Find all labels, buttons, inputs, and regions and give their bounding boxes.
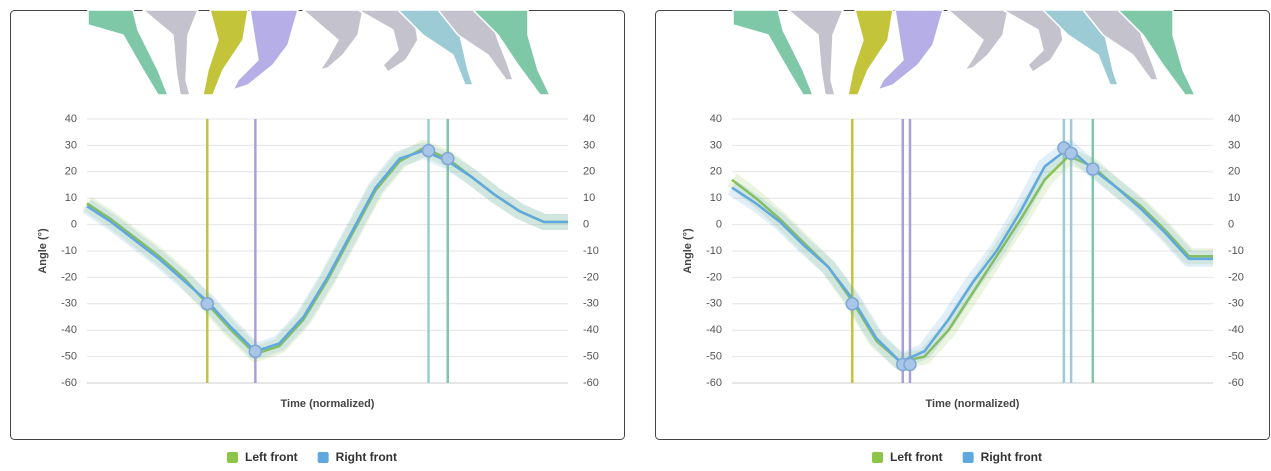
y-tick-label: -60: [706, 377, 722, 389]
y2-tick-label: 30: [1228, 139, 1240, 151]
y-tick-label: 10: [710, 192, 722, 204]
event-marker: [442, 153, 454, 165]
y2-tick-label: 10: [1228, 192, 1240, 204]
event-marker: [1065, 147, 1077, 159]
y-tick-label: -10: [706, 245, 722, 257]
y2-tick-label: -50: [583, 351, 599, 363]
legend-label: Right front: [336, 450, 397, 464]
legend-item[interactable]: Right front: [963, 450, 1042, 464]
y-tick-label: -60: [61, 377, 77, 389]
y2-tick-label: -30: [583, 298, 599, 310]
legend-item[interactable]: Left front: [872, 450, 943, 464]
y2-tick-label: 20: [583, 166, 595, 178]
x-axis-title: Time (normalized): [281, 398, 375, 410]
y2-tick-label: -10: [583, 245, 599, 257]
event-marker: [1087, 163, 1099, 175]
y2-tick-label: 40: [1228, 113, 1240, 125]
y-tick-label: 0: [71, 219, 77, 231]
y2-tick-label: -50: [1228, 351, 1244, 363]
y-axis-title: Angle (°): [682, 228, 694, 274]
legend-swatch: [227, 452, 238, 463]
event-marker: [904, 359, 916, 371]
y2-tick-label: -40: [583, 324, 599, 336]
event-marker: [249, 345, 261, 357]
legend-swatch: [963, 452, 974, 463]
legend-item[interactable]: Right front: [318, 450, 397, 464]
y-tick-label: 20: [710, 166, 722, 178]
dashboard: -60 -50 -40 -30 -20 -10 0 10 20 30 40 -60 -50 -40 -30 -…: [0, 0, 1271, 466]
y2-tick-label: 0: [583, 219, 589, 231]
y-tick-label: -20: [61, 271, 77, 283]
y-tick-label: 10: [65, 192, 77, 204]
y-tick-label: 40: [710, 113, 722, 125]
y-tick-label: -20: [706, 271, 722, 283]
legend-label: Left front: [890, 450, 943, 464]
y-tick-label: -10: [61, 245, 77, 257]
y-tick-label: -50: [61, 351, 77, 363]
y2-tick-label: 30: [583, 139, 595, 151]
legend-label: Right front: [981, 450, 1042, 464]
y2-tick-label: -60: [1228, 377, 1244, 389]
y-tick-label: -50: [706, 351, 722, 363]
y-tick-label: 30: [710, 139, 722, 151]
y2-tick-label: 10: [583, 192, 595, 204]
y2-tick-label: 40: [583, 113, 595, 125]
legend-swatch: [318, 452, 329, 463]
y-tick-label: 40: [65, 113, 77, 125]
y2-tick-label: 20: [1228, 166, 1240, 178]
y-tick-label: -30: [706, 298, 722, 310]
chart-panel: -60 -50 -40 -30 -20 -10 0 10 20 30 40 -60 -50 -40 -30 -…: [656, 10, 1270, 464]
legend-item[interactable]: Left front: [227, 450, 298, 464]
y2-tick-label: -10: [1228, 245, 1244, 257]
y-tick-label: -40: [706, 324, 722, 336]
legend-swatch: [872, 452, 883, 463]
y2-tick-label: -60: [583, 377, 599, 389]
y-tick-label: 30: [65, 139, 77, 151]
y-tick-label: -30: [61, 298, 77, 310]
y-tick-label: 0: [716, 219, 722, 231]
x-axis-title: Time (normalized): [926, 398, 1020, 410]
y-tick-label: -40: [61, 324, 77, 336]
y-axis-title: Angle (°): [37, 228, 49, 274]
y2-tick-label: -20: [583, 271, 599, 283]
y2-tick-label: -30: [1228, 298, 1244, 310]
event-marker: [423, 145, 435, 157]
y-tick-label: 20: [65, 166, 77, 178]
y2-tick-label: -20: [1228, 271, 1244, 283]
legend: Left front Right front: [872, 450, 1042, 464]
event-marker: [846, 298, 858, 310]
y2-tick-label: -40: [1228, 324, 1244, 336]
chart-panel: -60 -50 -40 -30 -20 -10 0 10 20 30 40 -60 -50 -40 -30 -…: [11, 10, 625, 464]
y2-tick-label: 0: [1228, 219, 1234, 231]
legend-label: Left front: [245, 450, 298, 464]
legend: Left front Right front: [227, 450, 397, 464]
event-marker: [201, 298, 213, 310]
